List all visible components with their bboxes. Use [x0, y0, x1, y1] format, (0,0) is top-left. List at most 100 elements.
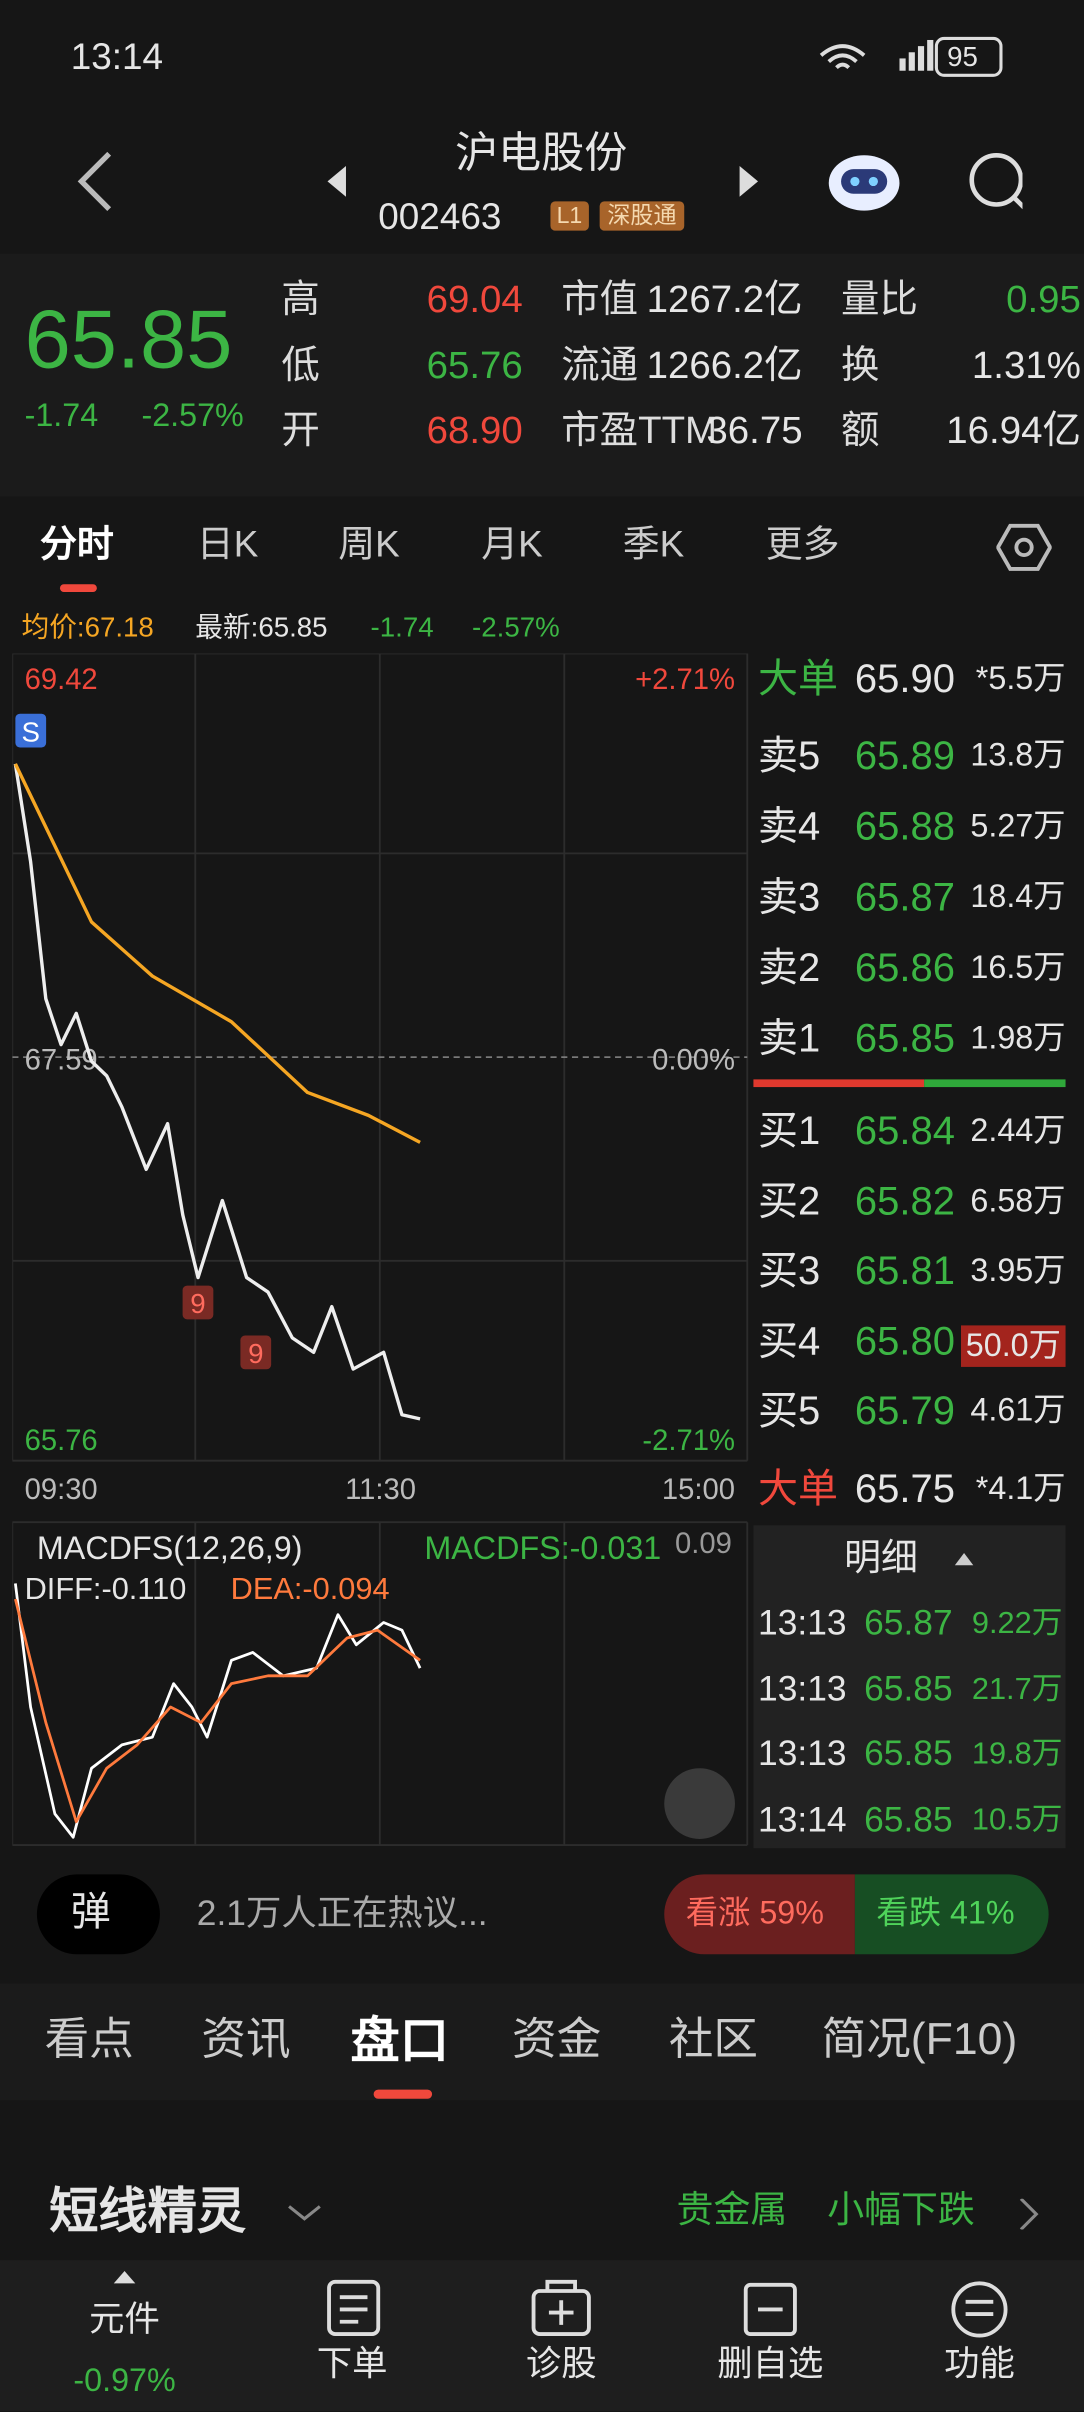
book-price: 65.85 — [854, 1014, 955, 1061]
bear-label: 看跌 41% — [876, 1895, 1015, 1932]
tab-underline — [59, 584, 97, 592]
stat-label: 市值 — [561, 278, 639, 322]
book-volume: 16.5万 — [970, 950, 1066, 986]
avg-price: 均价:67.18 — [21, 611, 154, 643]
content-tab[interactable]: 简况(F10) — [821, 2015, 1018, 2065]
book-label: 大单 — [758, 1465, 839, 1512]
book-volume: 3.95万 — [970, 1253, 1066, 1289]
status-icons — [819, 39, 934, 71]
period-tab[interactable]: 更多 — [765, 524, 840, 566]
book-volume: 4.61万 — [970, 1393, 1066, 1429]
book-label: 卖1 — [758, 1014, 821, 1061]
section-tag[interactable]: 小幅下跌 — [827, 2189, 975, 2232]
stat-value: 69.04 — [426, 278, 523, 322]
book-label: 买4 — [758, 1316, 821, 1364]
ratio-bar-green — [924, 1079, 1066, 1088]
book-price: 65.90 — [854, 655, 955, 702]
latest-price: 最新:65.85 — [195, 611, 328, 643]
stat-value: 68.90 — [426, 408, 523, 453]
section-tag[interactable]: 贵金属 — [676, 2189, 788, 2232]
discussion-text[interactable]: 2.1万人正在热议... — [196, 1892, 488, 1933]
trade-volume: 9.22万 — [971, 1606, 1063, 1641]
sort-icon — [954, 1552, 974, 1566]
marker-label: S — [22, 716, 40, 747]
stock-name: 沪电股份 — [455, 129, 628, 177]
book-volume: 18.4万 — [970, 879, 1066, 915]
macd-dea: DEA:-0.094 — [230, 1572, 390, 1607]
content-tab[interactable]: 资讯 — [201, 2015, 291, 2065]
book-price: 65.82 — [854, 1177, 955, 1224]
macd-value: MACDFS:-0.031 — [424, 1531, 662, 1567]
stat-value: 1266.2亿 — [646, 344, 803, 388]
line — [13, 763, 421, 1144]
nav-label[interactable]: 功能 — [944, 2343, 1015, 2384]
content-tab[interactable]: 盘口 — [350, 2012, 449, 2069]
marker — [182, 1285, 214, 1320]
intraday-chart: 69.42 67.59 65.76 +2.71% 0.00% -2.71% 09:30 11:… — [12, 653, 749, 1847]
tag: 深股通 — [599, 201, 685, 231]
nav-label[interactable]: 诊股 — [525, 2343, 597, 2384]
stat-label: 市盈TTM — [561, 408, 718, 453]
book-price: 65.87 — [854, 873, 955, 920]
barrage-toggle[interactable] — [36, 1874, 160, 1955]
ratio-bar-red — [753, 1079, 925, 1088]
book-price: 65.84 — [854, 1107, 955, 1154]
stat-label: 开 — [281, 408, 320, 453]
trade-volume: 21.7万 — [971, 1672, 1063, 1706]
book-volume: 2.44万 — [970, 1113, 1066, 1149]
marker — [15, 713, 47, 748]
line — [13, 763, 421, 1421]
book-price: 65.86 — [854, 944, 955, 991]
bear-button[interactable] — [854, 1874, 1049, 1955]
book-volume: 50.0万 — [961, 1324, 1066, 1367]
change-pct: -2.57% — [141, 398, 244, 434]
trade-volume: 19.8万 — [971, 1737, 1063, 1772]
book-price: 65.88 — [854, 802, 955, 849]
barrage-badge: 弹 — [70, 1888, 111, 1935]
nav-label[interactable]: 删自选 — [717, 2343, 824, 2384]
battery — [934, 36, 1003, 77]
stat-label: 流通 — [561, 344, 639, 388]
period-tab[interactable]: 月K — [481, 524, 543, 566]
trade-time: 13:13 — [758, 1732, 847, 1773]
macd-top: 0.09 — [675, 1528, 732, 1561]
content-tab-underline — [373, 2089, 433, 2099]
period-tab[interactable]: 分时 — [39, 524, 114, 566]
period-tab[interactable]: 季K — [622, 524, 685, 566]
stat-value: 16.94亿 — [946, 408, 1081, 453]
book-label: 买5 — [758, 1386, 821, 1434]
trade-time: 13:13 — [758, 1602, 847, 1643]
trade-price: 65.85 — [864, 1667, 953, 1708]
stock-code: 002463 — [378, 196, 502, 239]
section-icons — [288, 2198, 1039, 2230]
status-time: 13:14 — [70, 36, 164, 79]
book-label: 卖2 — [758, 944, 821, 991]
stat-value: 1.31% — [971, 344, 1081, 388]
info-change: -1.74 — [370, 611, 434, 643]
trade-price: 65.85 — [864, 1798, 953, 1839]
line — [14, 1583, 422, 1839]
book-label: 买2 — [758, 1177, 821, 1224]
content-tab[interactable]: 社区 — [668, 2015, 759, 2065]
nav-label[interactable]: 下单 — [316, 2343, 388, 2384]
trade-price: 65.85 — [864, 1732, 953, 1773]
book-volume: 6.58万 — [970, 1183, 1066, 1219]
content-tab[interactable]: 资金 — [512, 2015, 602, 2065]
period-tab[interactable]: 日K — [196, 524, 259, 566]
content-tab[interactable]: 看点 — [44, 2015, 134, 2065]
stat-value: 36.75 — [706, 408, 803, 453]
stat-label: 高 — [281, 278, 320, 322]
book-label: 卖5 — [758, 731, 821, 779]
nav-label[interactable]: 元件 — [89, 2298, 160, 2339]
x-tick-label: 11:30 — [345, 1474, 416, 1506]
settings-icon — [996, 523, 1052, 571]
stat-label: 量比 — [841, 278, 918, 322]
fullscreen-button[interactable] — [664, 1768, 735, 1839]
book-label: 买3 — [758, 1246, 821, 1294]
bull-button[interactable] — [664, 1874, 855, 1955]
y-tick-label: 65.76 — [25, 1425, 98, 1457]
period-tab[interactable]: 周K — [338, 524, 400, 566]
details-panel — [753, 1525, 1066, 1849]
